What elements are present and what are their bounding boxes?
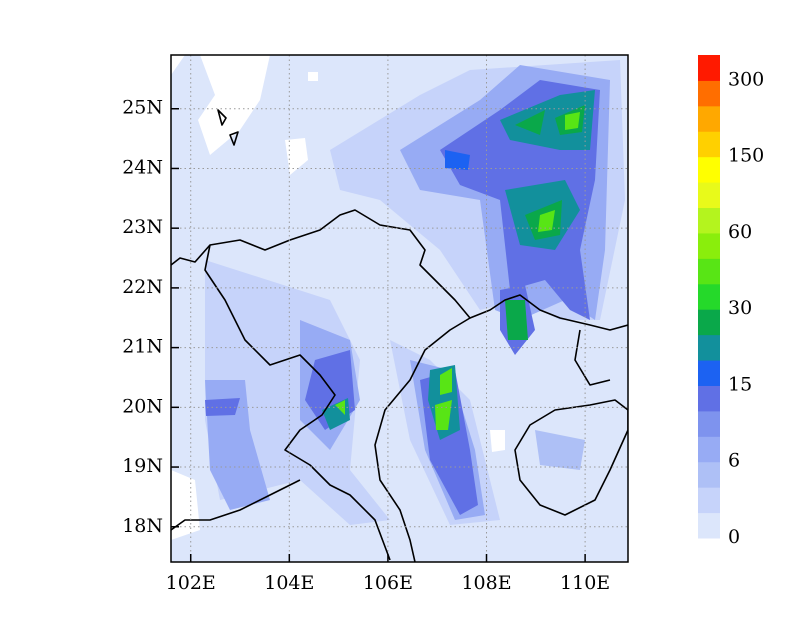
colorbar-swatch bbox=[698, 232, 720, 259]
y-tick-label: 25N bbox=[122, 97, 163, 119]
colorbar-swatch bbox=[698, 360, 720, 386]
x-tick-label: 110E bbox=[560, 572, 610, 594]
colorbar-label: 0 bbox=[728, 526, 740, 548]
colorbar: 0 6 15 30 60 150 300 bbox=[698, 55, 764, 548]
colorbar-swatch bbox=[698, 309, 720, 336]
x-tick-label: 104E bbox=[264, 572, 314, 594]
colorbar-label: 150 bbox=[728, 145, 764, 167]
colorbar-swatch bbox=[698, 258, 720, 285]
colorbar-swatch bbox=[698, 182, 720, 209]
colorbar-swatch bbox=[698, 487, 720, 514]
colorbar-label: 300 bbox=[728, 68, 764, 90]
x-tick-label: 102E bbox=[166, 572, 216, 594]
x-tick-label: 106E bbox=[363, 572, 413, 594]
colorbar-label: 60 bbox=[728, 221, 752, 243]
y-tick-label: 19N bbox=[122, 455, 163, 477]
y-tick-label: 22N bbox=[122, 276, 163, 298]
y-tick-label: 23N bbox=[122, 216, 163, 238]
colorbar-label: 30 bbox=[728, 297, 752, 319]
colorbar-swatch bbox=[698, 80, 720, 107]
precipitation-field bbox=[171, 55, 628, 562]
colorbar-swatch bbox=[698, 512, 720, 539]
colorbar-label: 6 bbox=[728, 450, 740, 472]
plot-frame bbox=[170, 54, 629, 563]
x-tick-label: 108E bbox=[461, 572, 511, 594]
y-tick-label: 20N bbox=[122, 395, 163, 417]
colorbar-swatch bbox=[698, 283, 720, 310]
colorbar-swatch bbox=[698, 131, 720, 158]
colorbar-swatch bbox=[698, 385, 720, 412]
colorbar-swatch bbox=[698, 207, 720, 234]
colorbar-swatch bbox=[698, 461, 720, 488]
colorbar-swatch bbox=[698, 105, 720, 132]
colorbar-swatch bbox=[698, 55, 720, 81]
grid bbox=[171, 55, 628, 562]
colorbar-swatch bbox=[698, 334, 720, 361]
y-tick-label: 21N bbox=[122, 336, 163, 358]
colorbar-label: 15 bbox=[728, 373, 752, 395]
colorbar-swatch bbox=[698, 156, 720, 183]
colorbar-swatch bbox=[698, 410, 720, 437]
axes: 102E 104E 106E 108E 110E 18N 19N 20N 21N 22N 23N 24… bbox=[122, 97, 610, 594]
colorbar-swatch bbox=[698, 436, 720, 463]
y-tick-label: 18N bbox=[122, 515, 163, 537]
y-tick-label: 24N bbox=[122, 156, 163, 178]
